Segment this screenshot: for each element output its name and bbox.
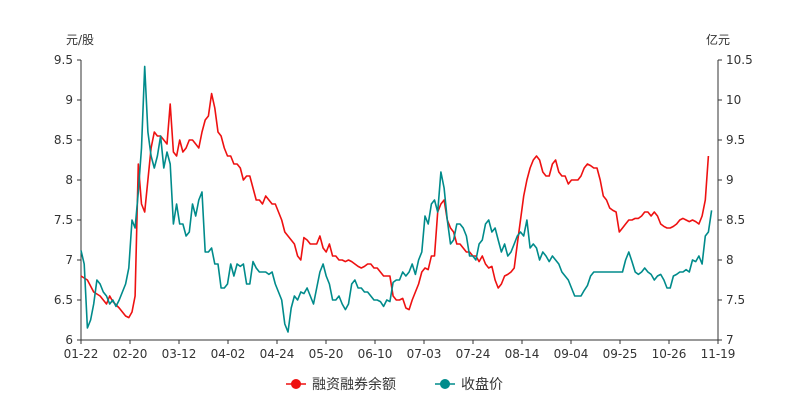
right-y-tick-label: 9.5 xyxy=(726,133,745,147)
x-tick-label: 09-04 xyxy=(554,347,589,361)
legend: 融资融券余额 收盘价 xyxy=(286,376,503,393)
right-axis-unit: 亿元 xyxy=(706,32,730,47)
left-y-tick-label: 6 xyxy=(65,333,73,347)
x-tick-label: 04-02 xyxy=(211,347,246,361)
x-tick-label: 08-14 xyxy=(505,347,540,361)
left-axis-unit: 元/股 xyxy=(66,33,94,47)
right-y-tick-label: 10.5 xyxy=(726,53,753,67)
legend-label-margin-balance: 融资融券余额 xyxy=(312,376,396,393)
right-y-tick-label: 8.5 xyxy=(726,213,745,227)
x-tick-label: 07-24 xyxy=(456,347,491,361)
x-tick-label: 09-25 xyxy=(603,347,638,361)
left-y-tick-label: 7.5 xyxy=(54,213,73,227)
x-tick-label: 04-24 xyxy=(260,347,295,361)
right-y-tick-label: 8 xyxy=(726,253,734,267)
legend-item-close-price[interactable]: 收盘价 xyxy=(435,376,503,393)
right-y-tick-label: 7 xyxy=(726,333,734,347)
legend-item-margin-balance[interactable]: 融资融券余额 xyxy=(286,376,396,393)
legend-label-close-price: 收盘价 xyxy=(461,376,503,393)
x-tick-label: 06-10 xyxy=(358,347,393,361)
axes: 6 6.5 7 7.5 8 8.5 9 9.5 7 7.5 8 8.5 9 9.5 10 10.5 01-22 0… xyxy=(54,53,753,361)
left-y-tick-label: 8 xyxy=(65,173,73,187)
x-tick-label: 01-22 xyxy=(64,347,99,361)
close-price-line xyxy=(80,65,713,333)
left-y-tick-label: 6.5 xyxy=(54,293,73,307)
left-y-tick-label: 9 xyxy=(65,93,73,107)
x-tick-label: 05-20 xyxy=(309,347,344,361)
right-y-tick-label: 7.5 xyxy=(726,293,745,307)
x-tick-label: 07-03 xyxy=(407,347,442,361)
series-lines xyxy=(80,65,713,333)
left-y-tick-label: 8.5 xyxy=(54,133,73,147)
margin-balance-line xyxy=(80,92,710,319)
left-y-tick-label: 7 xyxy=(65,253,73,267)
x-tick-label: 10-26 xyxy=(652,347,687,361)
x-tick-label: 11-19 xyxy=(701,347,736,361)
x-tick-label: 03-12 xyxy=(162,347,197,361)
right-y-tick-label: 10 xyxy=(726,93,741,107)
right-y-tick-label: 9 xyxy=(726,173,734,187)
left-y-tick-label: 9.5 xyxy=(54,53,73,67)
x-tick-label: 02-20 xyxy=(113,347,148,361)
